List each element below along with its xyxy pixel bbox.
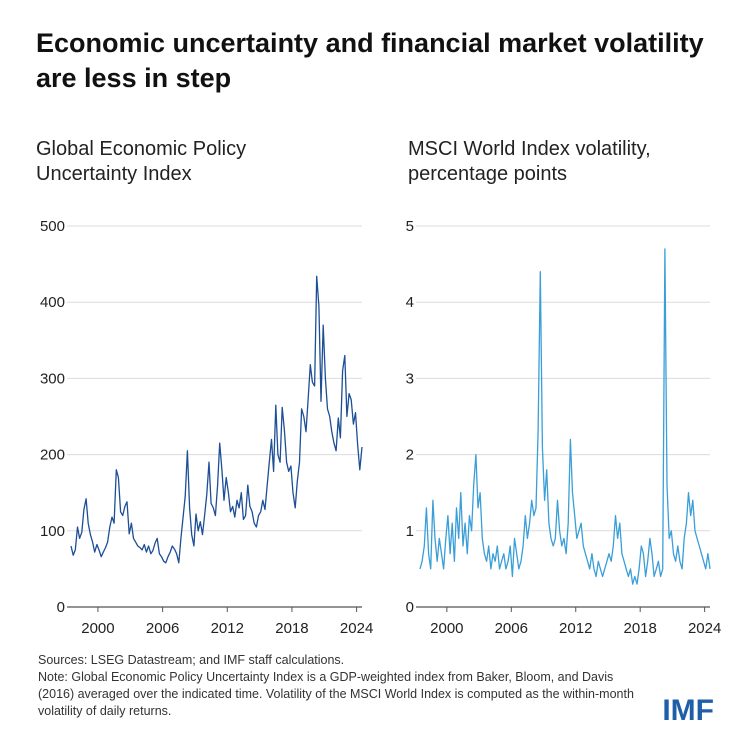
left-series-line: [70, 275, 363, 564]
right-series-line: [419, 248, 711, 585]
left-y-tick-label: 400: [40, 294, 65, 311]
footer-notes: Sources: LSEG Datastream; and IMF staff …: [38, 652, 638, 720]
chart-title: Economic uncertainty and financial marke…: [36, 28, 704, 93]
right-y-tick-label: 4: [406, 294, 414, 311]
left-x-tick-label: 2000: [81, 620, 114, 637]
left-y-tick-label: 100: [40, 523, 65, 540]
sources-text: Sources: LSEG Datastream; and IMF staff …: [38, 653, 345, 667]
left-chart-title: Global Economic Policy Uncertainty Index: [36, 138, 247, 185]
left-y-tick-label: 300: [40, 370, 65, 387]
right-x-tick-label: 2024: [688, 620, 721, 637]
left-x-tick-label: 2024: [340, 620, 373, 637]
right-x-tick-label: 2018: [623, 620, 656, 637]
right-x-tick-label: 2012: [559, 620, 592, 637]
imf-logo: IMF: [662, 694, 714, 727]
note-text: Note: Global Economic Policy Uncertainty…: [38, 670, 634, 718]
right-y-tick-label: 2: [406, 447, 414, 464]
left-y-tick-label: 500: [40, 218, 65, 235]
right-y-tick-label: 1: [406, 523, 414, 540]
left-chart: 0 100 200 300 400 500 2000 2006 2012 2018 2024: [40, 218, 373, 637]
right-chart: 0 1 2 3 4 5 2000 2006 2012 2018 2024: [406, 218, 722, 637]
left-y-tick-label: 0: [57, 599, 65, 616]
right-x-tick-label: 2000: [430, 620, 463, 637]
left-x-tick-label: 2006: [146, 620, 179, 637]
right-x-tick-label: 2006: [495, 620, 528, 637]
left-x-tick-label: 2012: [211, 620, 244, 637]
right-chart-title: MSCI World Index volatility, percentage …: [408, 138, 651, 185]
left-y-tick-label: 200: [40, 447, 65, 464]
right-y-tick-label: 3: [406, 370, 414, 387]
left-x-tick-label: 2018: [275, 620, 308, 637]
right-y-tick-label: 5: [406, 218, 414, 235]
right-y-tick-label: 0: [406, 599, 414, 616]
